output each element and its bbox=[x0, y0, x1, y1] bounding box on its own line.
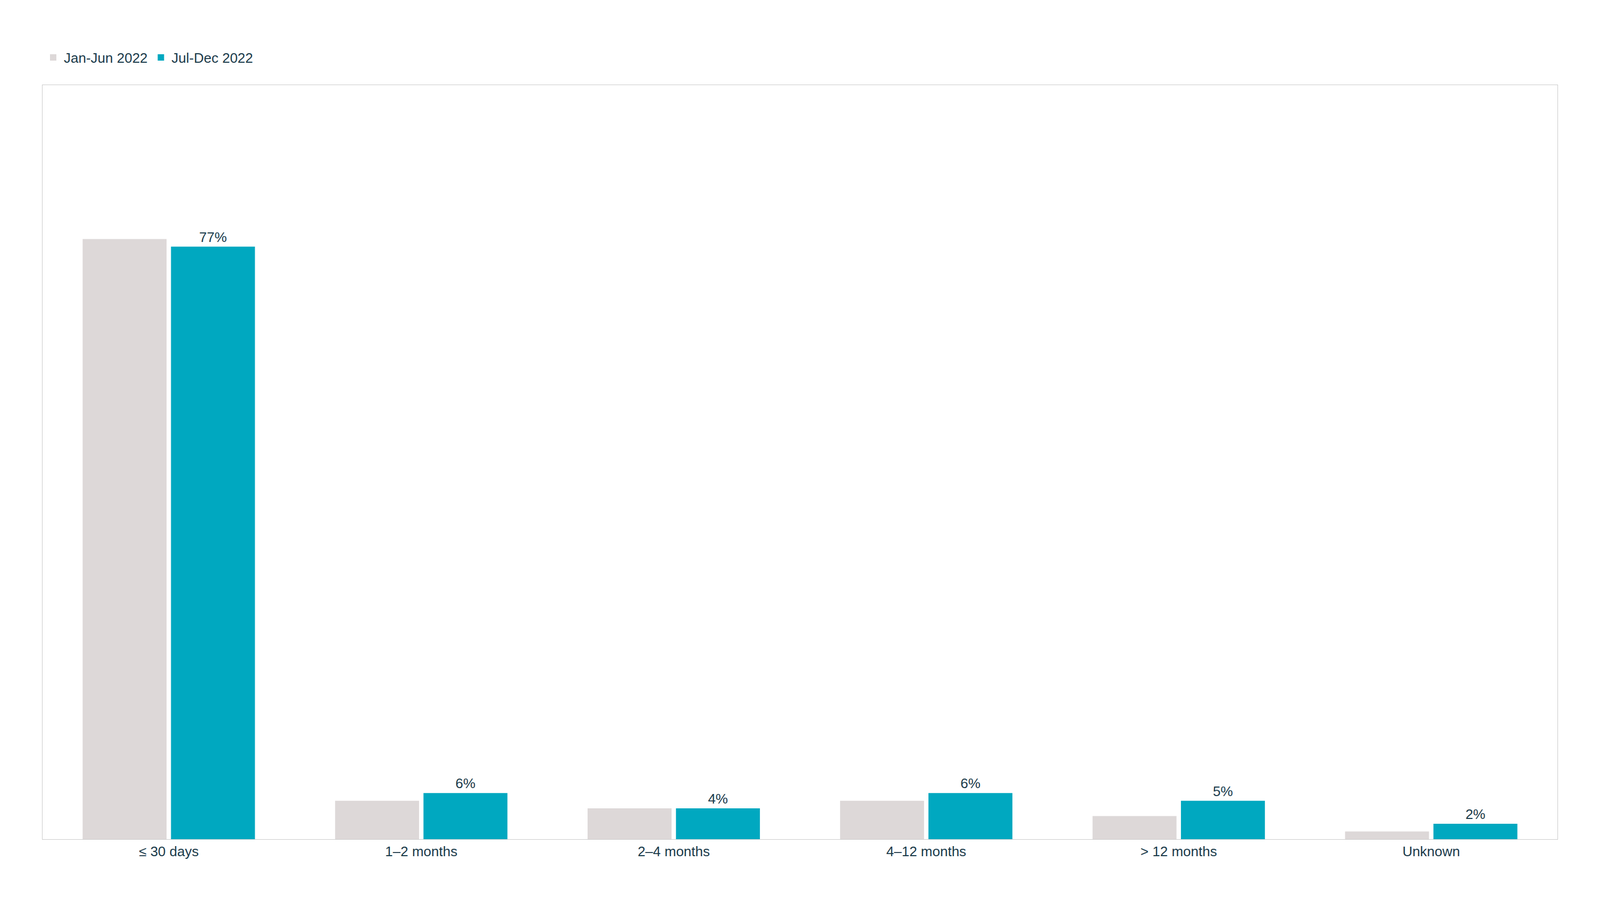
svg-text:1–2 months: 1–2 months bbox=[384, 843, 458, 860]
svg-text:4–12 months: 4–12 months bbox=[886, 843, 967, 860]
svg-text:5%: 5% bbox=[1212, 783, 1234, 800]
svg-text:2–4 months: 2–4 months bbox=[637, 843, 710, 860]
svg-text:> 12 months: > 12 months bbox=[1140, 843, 1218, 860]
svg-text:4%: 4% bbox=[707, 790, 728, 807]
svg-text:Jan-Jun 2022: Jan-Jun 2022 bbox=[63, 49, 148, 66]
svg-text:6%: 6% bbox=[960, 775, 981, 792]
svg-text:Jul-Dec 2022: Jul-Dec 2022 bbox=[171, 49, 254, 66]
svg-text:≤ 30 days: ≤ 30 days bbox=[138, 843, 199, 860]
svg-text:Unknown: Unknown bbox=[1402, 843, 1460, 860]
svg-text:2%: 2% bbox=[1465, 806, 1486, 823]
svg-text:77%: 77% bbox=[198, 229, 227, 246]
svg-text:6%: 6% bbox=[455, 775, 476, 792]
